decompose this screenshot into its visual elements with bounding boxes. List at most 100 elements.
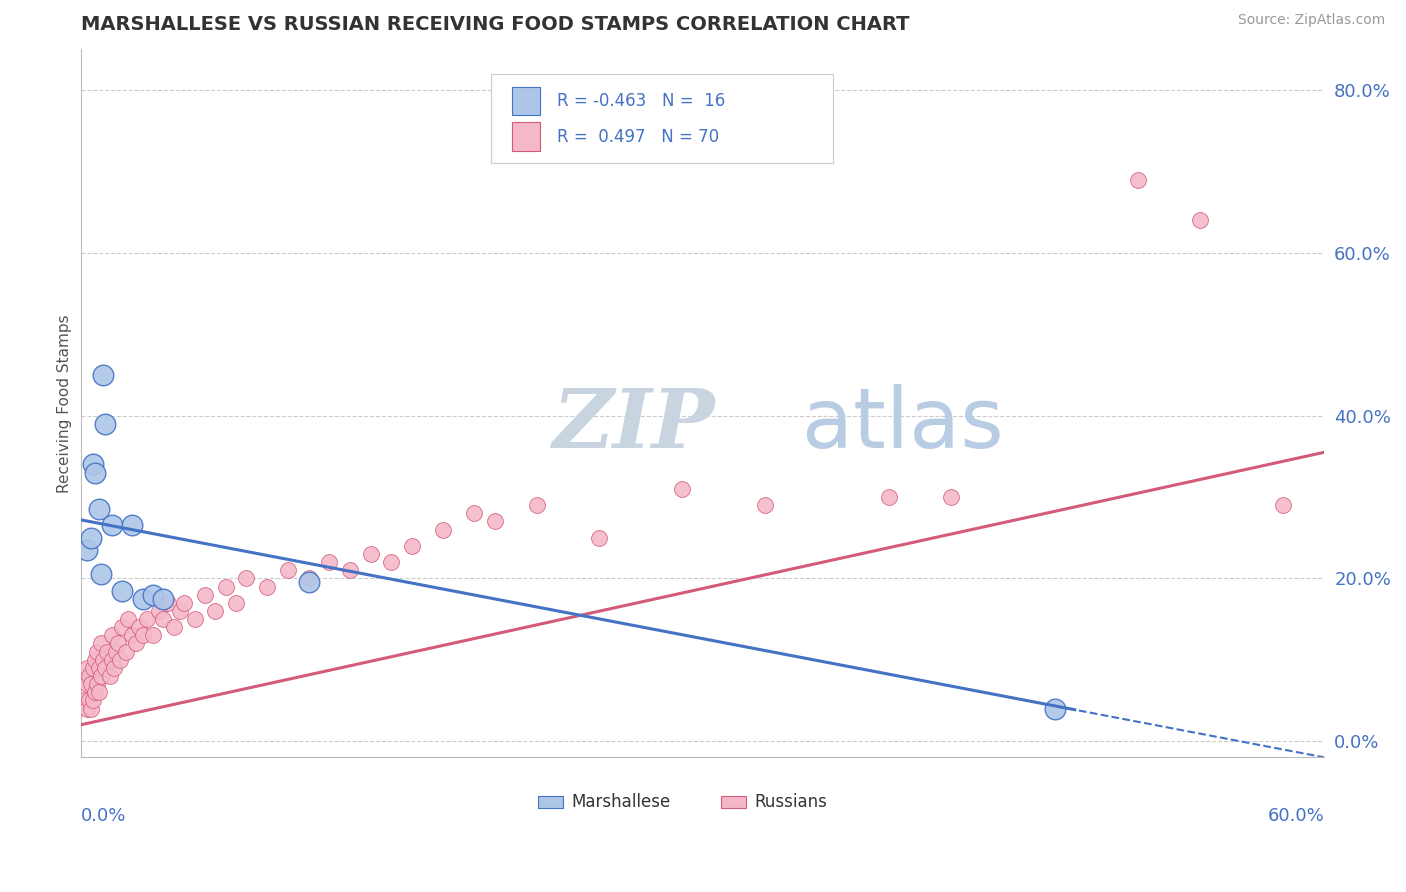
Point — [100, 628, 122, 642]
Point — [91, 368, 114, 382]
Point — [1271, 498, 1294, 512]
Point — [96, 645, 118, 659]
Point — [128, 620, 150, 634]
Point — [82, 458, 104, 472]
Point — [94, 417, 117, 431]
Point — [463, 506, 485, 520]
Point — [194, 588, 217, 602]
Point — [152, 612, 174, 626]
Point — [103, 661, 125, 675]
Point — [526, 498, 548, 512]
Point — [90, 669, 112, 683]
Text: Russians: Russians — [755, 793, 828, 811]
Point — [86, 677, 108, 691]
Point — [754, 498, 776, 512]
Text: Marshallese: Marshallese — [572, 793, 671, 811]
Point — [107, 636, 129, 650]
Point — [214, 580, 236, 594]
Point — [125, 636, 148, 650]
Point — [121, 628, 143, 642]
Bar — [721, 796, 747, 808]
Point — [173, 596, 195, 610]
Point — [339, 563, 361, 577]
Point — [235, 571, 257, 585]
Point — [148, 604, 170, 618]
Point — [76, 661, 98, 675]
Y-axis label: Receiving Food Stamps: Receiving Food Stamps — [58, 314, 72, 492]
Point — [91, 653, 114, 667]
Point — [156, 596, 179, 610]
Point — [90, 636, 112, 650]
Point — [121, 518, 143, 533]
Point — [204, 604, 226, 618]
Point — [104, 645, 127, 659]
Point — [111, 583, 134, 598]
Point — [360, 547, 382, 561]
Point — [80, 701, 103, 715]
Point — [135, 612, 157, 626]
Point — [111, 620, 134, 634]
Point — [76, 677, 98, 691]
Point — [90, 567, 112, 582]
Point — [1126, 172, 1149, 186]
Point — [183, 612, 205, 626]
Point — [115, 645, 138, 659]
Point — [76, 542, 98, 557]
Point — [77, 693, 100, 707]
Point — [89, 661, 111, 675]
Point — [163, 620, 186, 634]
Point — [484, 515, 506, 529]
Point — [94, 661, 117, 675]
Point — [588, 531, 610, 545]
Point — [89, 502, 111, 516]
Text: 60.0%: 60.0% — [1268, 807, 1324, 825]
Point — [108, 653, 131, 667]
Point — [100, 518, 122, 533]
Point — [84, 685, 107, 699]
Point — [142, 628, 165, 642]
Point — [80, 677, 103, 691]
Point — [142, 588, 165, 602]
Point — [277, 563, 299, 577]
FancyBboxPatch shape — [491, 74, 834, 162]
Point — [131, 591, 153, 606]
Text: R =  0.497   N = 70: R = 0.497 N = 70 — [557, 128, 718, 145]
Point — [297, 571, 319, 585]
Text: Source: ZipAtlas.com: Source: ZipAtlas.com — [1237, 13, 1385, 28]
Point — [318, 555, 340, 569]
Text: 0.0%: 0.0% — [80, 807, 127, 825]
Text: ZIP: ZIP — [553, 384, 716, 465]
Point — [98, 669, 121, 683]
Bar — [512, 122, 540, 151]
Point — [73, 669, 96, 683]
Point — [169, 604, 191, 618]
Point — [73, 693, 96, 707]
Point — [1043, 701, 1066, 715]
Point — [86, 645, 108, 659]
Bar — [512, 87, 540, 115]
Point — [225, 596, 247, 610]
Point — [82, 693, 104, 707]
Point — [117, 612, 139, 626]
Text: R = -0.463   N =  16: R = -0.463 N = 16 — [557, 92, 725, 110]
Point — [1188, 213, 1211, 227]
Point — [297, 575, 319, 590]
Point — [84, 653, 107, 667]
Point — [100, 653, 122, 667]
Point — [152, 591, 174, 606]
Bar — [538, 796, 564, 808]
Point — [401, 539, 423, 553]
Point — [877, 490, 900, 504]
Point — [256, 580, 278, 594]
Point — [84, 466, 107, 480]
Point — [671, 482, 693, 496]
Point — [131, 628, 153, 642]
Point — [432, 523, 454, 537]
Point — [89, 685, 111, 699]
Point — [76, 701, 98, 715]
Text: atlas: atlas — [801, 384, 1004, 465]
Point — [380, 555, 402, 569]
Point — [77, 669, 100, 683]
Text: MARSHALLESE VS RUSSIAN RECEIVING FOOD STAMPS CORRELATION CHART: MARSHALLESE VS RUSSIAN RECEIVING FOOD ST… — [80, 15, 910, 34]
Point — [80, 531, 103, 545]
